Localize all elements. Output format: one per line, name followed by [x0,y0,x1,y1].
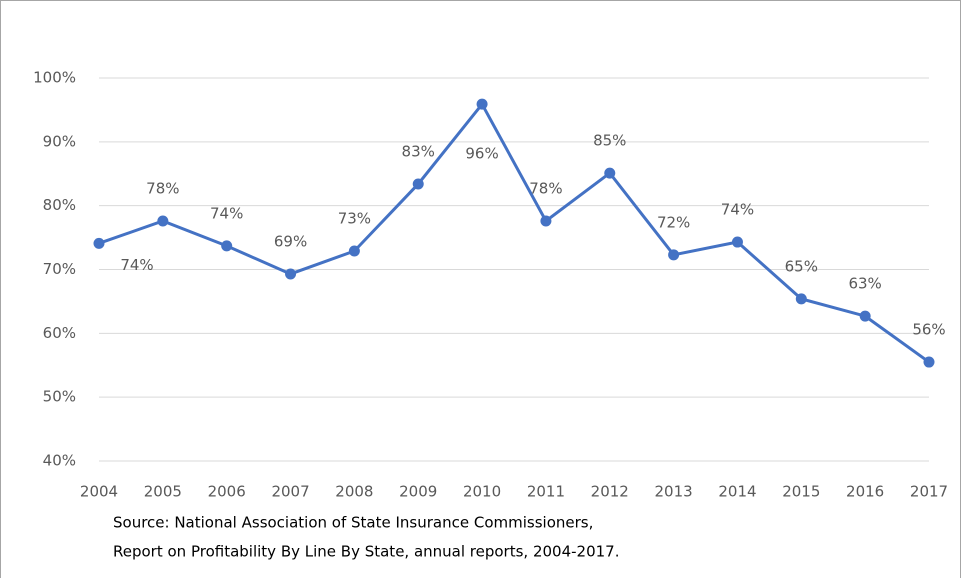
source-note: Source: National Association of State In… [113,514,593,532]
data-point [731,236,743,248]
data-label: 85% [593,132,626,150]
x-tick-label: 2016 [846,483,884,501]
data-label: 83% [402,142,435,160]
data-point [285,268,297,280]
data-label: 56% [912,321,945,339]
series-line [98,101,930,364]
y-tick-label: 90% [43,132,76,150]
data-label: 63% [848,275,881,293]
y-tick-label: 60% [43,324,76,342]
data-point [157,215,169,227]
data-label: 74% [721,201,754,219]
data-label: 74% [120,256,153,274]
data-label: 69% [274,232,307,250]
source-note: Report on Profitability By Line By State… [113,543,619,561]
data-label: 78% [529,179,562,197]
data-point [795,293,807,305]
data-label: 65% [785,257,818,275]
x-tick-label: 2008 [335,483,373,501]
data-point [923,356,935,368]
x-tick-label: 2010 [463,483,501,501]
data-point [412,178,424,190]
data-label: 73% [338,209,371,227]
x-tick-label: 2012 [591,483,629,501]
data-label: 74% [210,204,243,222]
data-point [348,245,360,257]
data-point [221,240,233,252]
x-tick-label: 2004 [80,483,118,501]
x-tick-label: 2007 [271,483,309,501]
x-tick-label: 2009 [399,483,437,501]
y-tick-label: 50% [43,388,76,406]
data-point [604,167,616,179]
x-tick-label: 2015 [782,483,820,501]
y-tick-label: 70% [43,260,76,278]
data-point [859,310,871,322]
data-point [668,249,680,261]
x-tick-label: 2017 [910,483,948,501]
y-tick-label: 40% [43,452,76,470]
data-point [476,98,488,110]
data-label: 96% [465,145,498,163]
data-point [93,237,105,249]
data-label: 78% [146,179,179,197]
x-tick-label: 2013 [655,483,693,501]
x-tick-label: 2006 [208,483,246,501]
y-tick-label: 80% [43,196,76,214]
data-point [540,215,552,227]
data-label: 72% [657,213,690,231]
x-tick-label: 2014 [718,483,756,501]
x-tick-label: 2011 [527,483,565,501]
x-tick-label: 2005 [144,483,182,501]
y-tick-label: 100% [33,69,76,87]
